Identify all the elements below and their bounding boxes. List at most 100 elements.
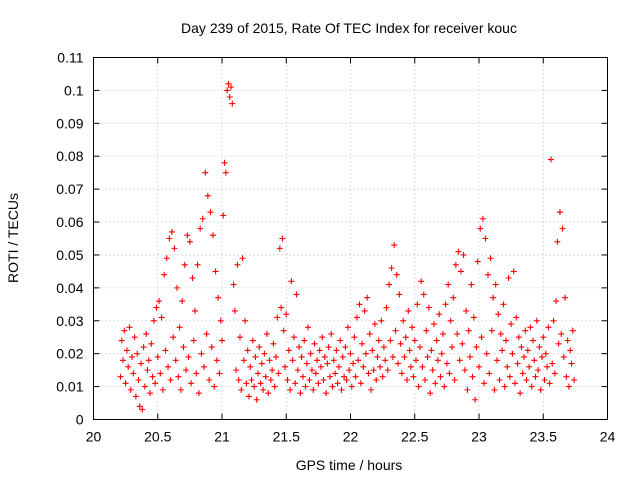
data-point [405, 307, 412, 314]
data-point [260, 386, 267, 393]
data-point [329, 383, 336, 390]
y-tick-label: 0.07 [56, 181, 83, 197]
data-point [324, 360, 331, 367]
data-point [528, 383, 535, 390]
data-point [301, 337, 308, 344]
data-point [519, 370, 526, 377]
data-point [483, 350, 490, 357]
data-point [364, 294, 371, 301]
data-point [379, 373, 386, 380]
data-point [474, 258, 481, 265]
data-point [310, 386, 317, 393]
data-point [140, 344, 147, 351]
data-point [308, 367, 315, 374]
data-point [396, 291, 403, 298]
data-point [126, 324, 133, 331]
data-point [549, 360, 556, 367]
data-point [477, 225, 484, 232]
data-point [522, 327, 529, 334]
data-point [491, 386, 498, 393]
data-point [296, 344, 303, 351]
data-point [195, 390, 202, 397]
data-point [145, 357, 152, 364]
data-point [341, 373, 348, 380]
data-point [293, 291, 300, 298]
data-point [546, 380, 553, 387]
data-point [479, 215, 486, 222]
data-point [470, 314, 477, 321]
data-point [366, 330, 373, 337]
data-point [330, 357, 337, 364]
data-point [446, 370, 453, 377]
y-tick-label: 0.08 [56, 148, 83, 164]
data-point [135, 377, 142, 384]
data-point [311, 340, 318, 347]
data-point [125, 363, 132, 370]
data-point [564, 337, 571, 344]
data-point [523, 377, 530, 384]
data-point [419, 363, 426, 370]
data-point [225, 80, 232, 87]
data-point [252, 353, 259, 360]
data-point [449, 344, 456, 351]
x-axis-label: GPS time / hours [296, 457, 403, 473]
data-point [297, 390, 304, 397]
data-point [361, 307, 368, 314]
data-point [165, 363, 172, 370]
data-point [136, 403, 143, 410]
data-point [383, 304, 390, 311]
data-point [454, 330, 461, 337]
data-point [373, 377, 380, 384]
data-point [123, 347, 130, 354]
data-point [148, 340, 155, 347]
data-point [129, 353, 136, 360]
data-point [215, 294, 222, 301]
data-point [513, 314, 520, 321]
data-point [201, 363, 208, 370]
data-point [176, 324, 183, 331]
data-point [275, 370, 282, 377]
data-point [397, 340, 404, 347]
data-point [380, 344, 387, 351]
data-point [416, 344, 423, 351]
data-point [303, 360, 310, 367]
data-point [425, 304, 432, 311]
y-tick-label: 0 [76, 412, 84, 428]
data-point [451, 377, 458, 384]
x-tick-label: 22 [343, 429, 359, 445]
data-point [536, 344, 543, 351]
data-point [302, 383, 309, 390]
data-point [287, 386, 294, 393]
data-point [504, 363, 511, 370]
data-point [198, 350, 205, 357]
data-point [515, 334, 522, 341]
data-point [234, 261, 241, 268]
data-point [357, 380, 364, 387]
data-point [529, 337, 536, 344]
x-tick-label: 20.5 [144, 429, 171, 445]
data-point [185, 353, 192, 360]
data-point [162, 347, 169, 354]
data-point [181, 261, 188, 268]
data-point [370, 367, 377, 374]
data-point [467, 353, 474, 360]
data-point [290, 334, 297, 341]
data-point [452, 261, 459, 268]
data-point [278, 304, 285, 311]
data-point [138, 360, 145, 367]
data-point [500, 301, 507, 308]
data-point [544, 363, 551, 370]
data-point [438, 350, 445, 357]
data-point [317, 363, 324, 370]
data-point [233, 367, 240, 374]
data-point [443, 360, 450, 367]
data-point [235, 377, 242, 384]
data-point [481, 380, 488, 387]
data-point [177, 386, 184, 393]
data-point [161, 271, 168, 278]
data-point [360, 363, 367, 370]
data-point [401, 353, 408, 360]
data-point [174, 284, 181, 291]
data-point [239, 255, 246, 262]
